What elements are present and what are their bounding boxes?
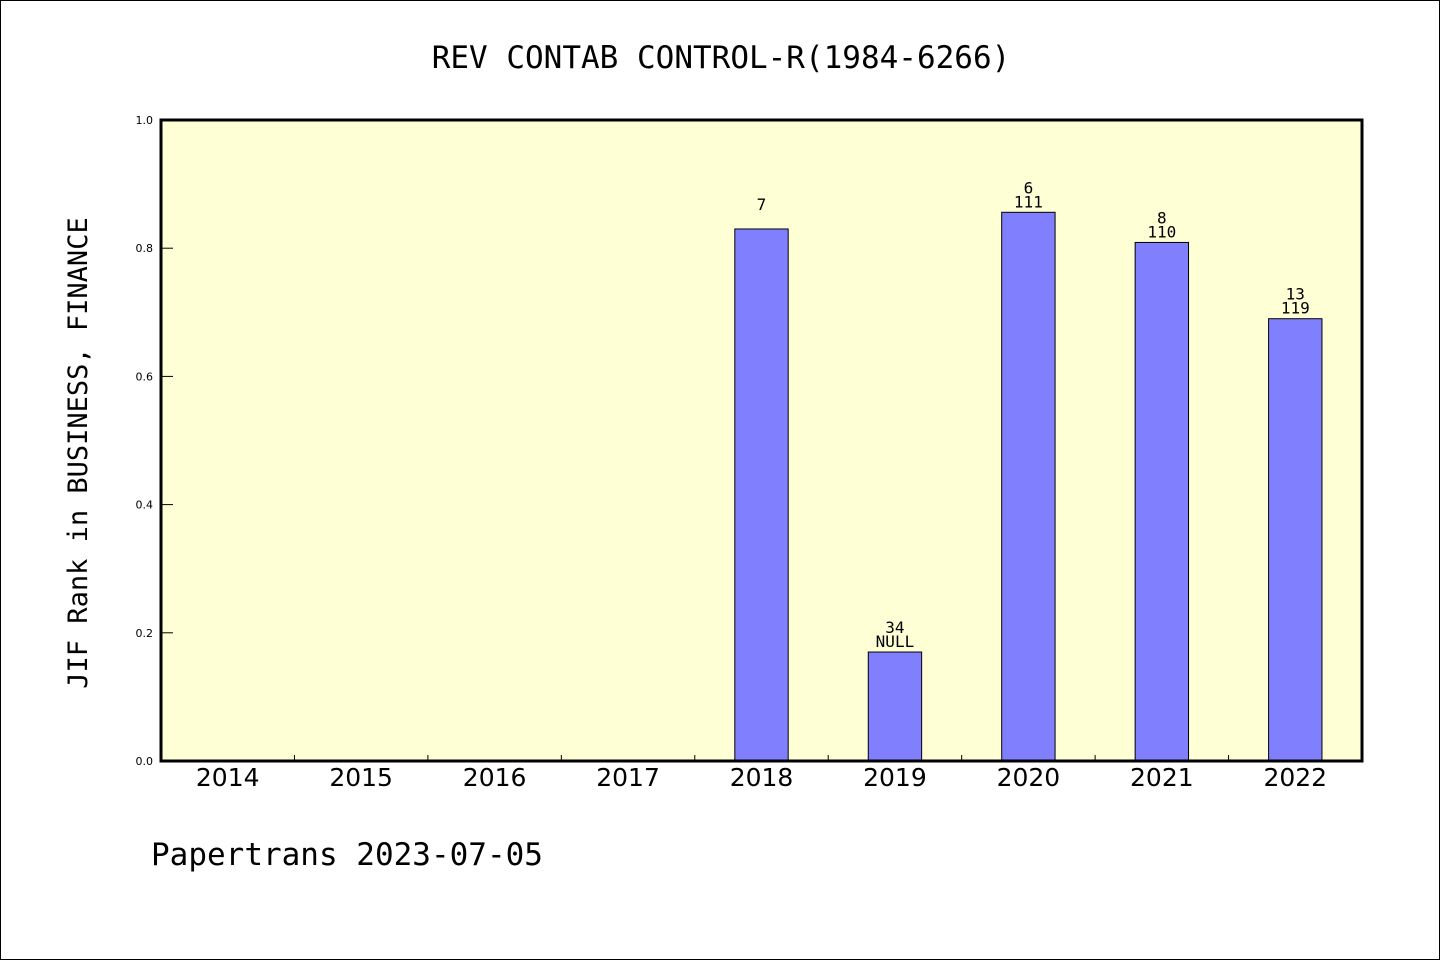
x-tick-label-2015: 2015	[329, 763, 393, 792]
y-tick-label-0.0: 0.0	[136, 755, 154, 768]
x-tick-label-2017: 2017	[596, 763, 660, 792]
bar-2019	[867, 651, 923, 762]
x-tick-label-2020: 2020	[997, 763, 1061, 792]
y-tick-label-0.8: 0.8	[136, 242, 154, 255]
bars-group	[734, 211, 1323, 762]
bar-2018	[734, 228, 789, 762]
bar-label-bottom-2020: 111	[1014, 192, 1043, 211]
bar-2022	[1268, 318, 1323, 762]
y-axis-label: JIF Rank in BUSINESS, FINANCE	[63, 217, 94, 688]
chart-title: REV CONTAB CONTROL-R(1984-6266)	[432, 40, 1011, 76]
footer-text: Papertrans 2023-07-05	[151, 837, 543, 873]
bar-label-top-2021: 8	[1157, 208, 1167, 227]
bar-2021	[1134, 241, 1190, 762]
x-tick-label-2022: 2022	[1263, 763, 1327, 792]
y-axis: 0.0 0.2 0.4 0.6 0.8 1.0	[136, 114, 173, 768]
y-tick-label-0.4: 0.4	[136, 499, 154, 512]
y-tick-label-0.2: 0.2	[136, 627, 154, 640]
bar-label-top-2022: 13	[1286, 285, 1305, 304]
x-tick-label-2014: 2014	[196, 763, 260, 792]
bar-label-bottom-2021: 110	[1147, 222, 1176, 241]
plot-border	[159, 118, 1364, 763]
bar-label-bottom-2022: 119	[1281, 299, 1310, 318]
y-tick-label-1.0: 1.0	[136, 114, 154, 127]
x-tick-label-2021: 2021	[1130, 763, 1194, 792]
x-tick-label-2018: 2018	[730, 763, 794, 792]
bar-label-top-2020: 6	[1024, 178, 1034, 197]
x-tick-label-2019: 2019	[863, 763, 927, 792]
y-tick-label-0.6: 0.6	[136, 370, 154, 383]
bar-label-top-2019: 34	[885, 618, 904, 637]
bar-2020	[1001, 211, 1056, 762]
x-tick-label-2016: 2016	[463, 763, 527, 792]
bar-label-top-2018: 7	[757, 195, 767, 214]
bar-label-bottom-2019: NULL	[876, 632, 915, 651]
x-axis: 2014 2015 2016 2017 2018 2019 2020 2021 2022	[196, 755, 1327, 792]
